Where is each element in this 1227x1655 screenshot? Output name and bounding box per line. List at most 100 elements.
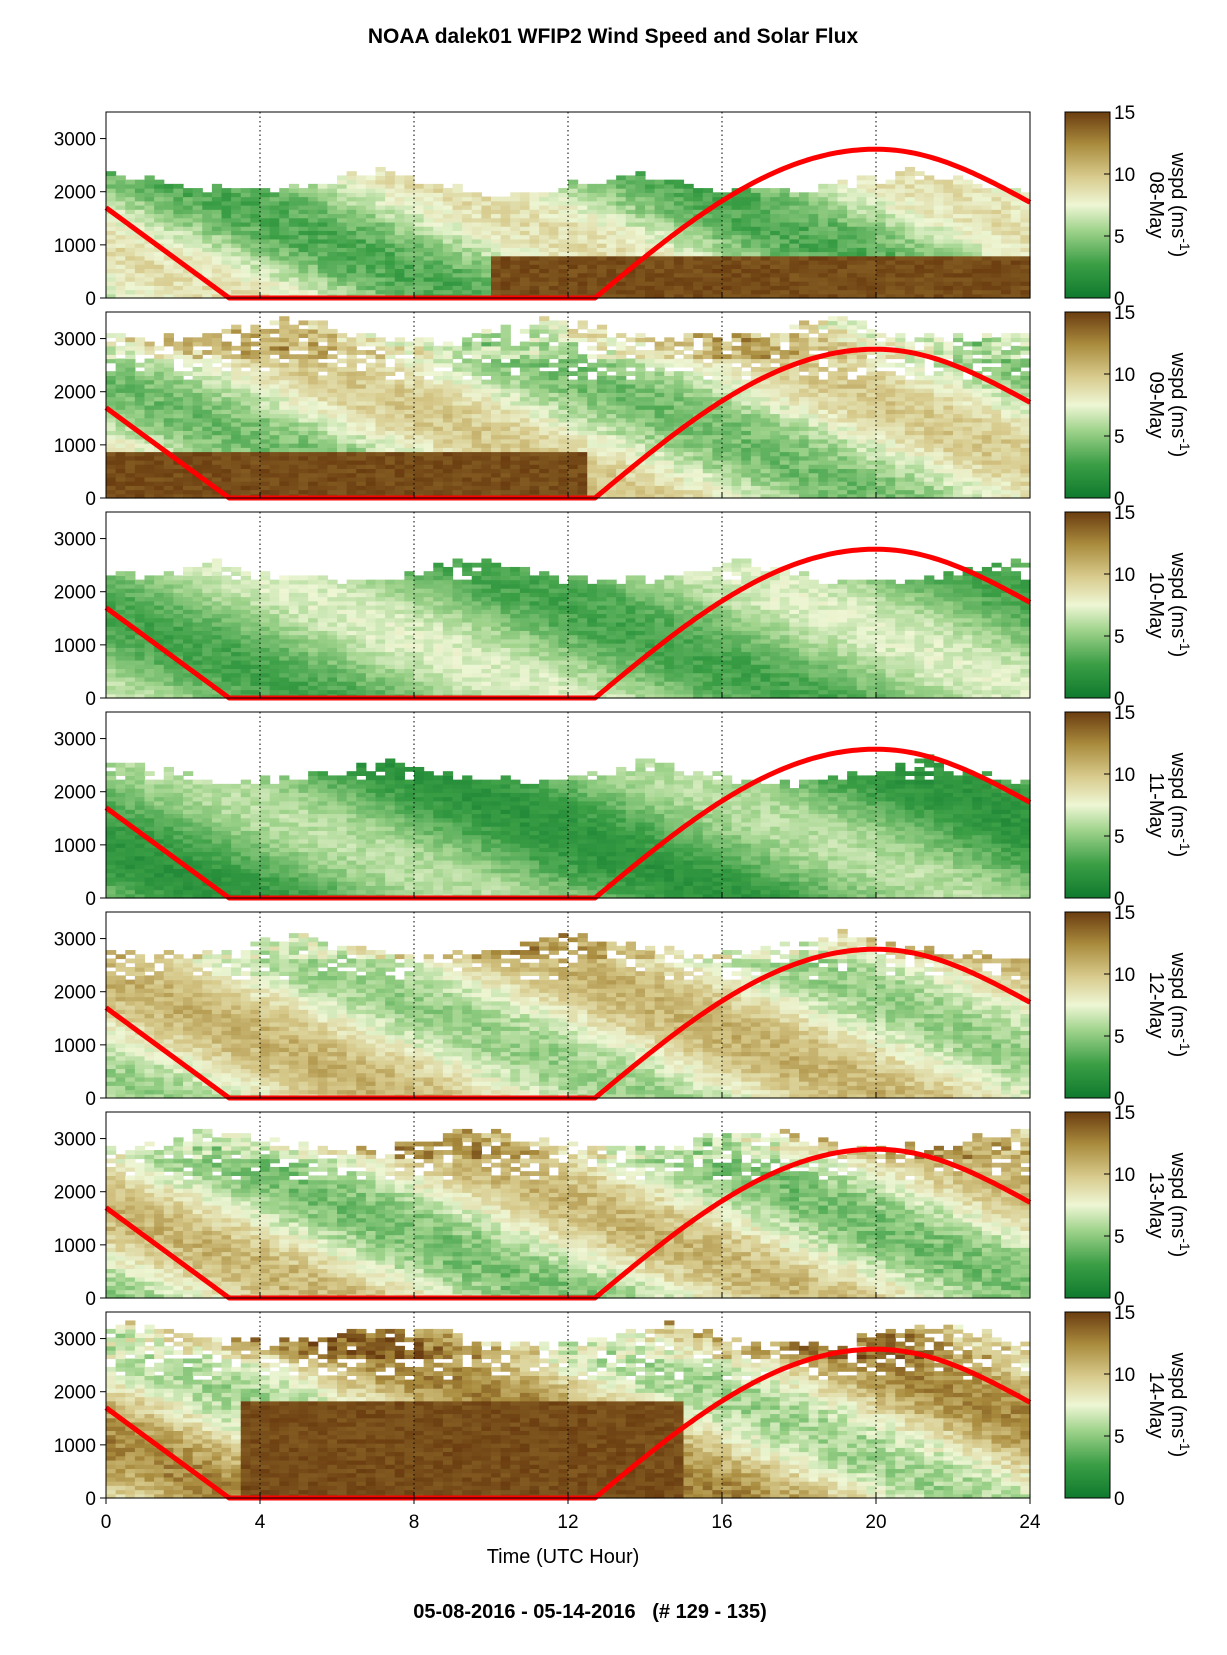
heatmap-cell — [827, 247, 839, 253]
heatmap-cell — [683, 213, 694, 219]
heatmap-cell — [558, 421, 569, 427]
heatmap-cell — [606, 350, 617, 355]
heatmap-cell — [183, 230, 194, 236]
heatmap-cell — [365, 366, 377, 372]
heatmap-cell — [760, 196, 771, 202]
heatmap-cell — [539, 455, 550, 461]
heatmap-cell — [847, 221, 858, 227]
heatmap-cell — [933, 243, 944, 248]
heatmap-cell — [260, 350, 271, 355]
heatmap-cell — [1001, 259, 1012, 265]
heatmap-cell — [202, 371, 213, 377]
heatmap-cell — [750, 293, 762, 299]
heatmap-cell — [1001, 293, 1012, 299]
heatmap-cell — [240, 192, 251, 198]
heatmap-cell — [972, 192, 983, 198]
heatmap-cell — [231, 366, 242, 372]
heatmap-cell — [654, 200, 665, 206]
heatmap-cell — [491, 272, 502, 278]
heatmap-cell — [519, 289, 531, 295]
heatmap-cell — [337, 350, 348, 355]
heatmap-cell — [356, 272, 367, 278]
heatmap-cell — [847, 205, 858, 210]
heatmap-cell — [240, 213, 251, 219]
heatmap-cell — [471, 213, 482, 219]
heatmap-cell — [500, 337, 511, 343]
heatmap-cell — [125, 375, 136, 381]
heatmap-cell — [375, 434, 386, 440]
heatmap-cell — [856, 230, 867, 236]
heatmap-cell — [962, 213, 973, 219]
heatmap-cell — [414, 451, 425, 457]
heatmap-cell — [115, 472, 126, 478]
heatmap-cell — [356, 434, 367, 440]
heatmap-cell — [645, 205, 656, 210]
heatmap-cell — [144, 405, 155, 410]
heatmap-cell — [202, 230, 213, 236]
heatmap-cell — [240, 289, 251, 295]
heatmap-cell — [144, 196, 155, 202]
heatmap-cell — [876, 192, 887, 198]
heatmap-cell — [173, 221, 184, 227]
heatmap-cell — [654, 476, 665, 482]
heatmap-cell — [279, 405, 290, 410]
heatmap-cell — [211, 200, 223, 206]
heatmap-cell — [279, 285, 290, 291]
heatmap-cell — [1001, 213, 1012, 219]
heatmap-cell — [115, 405, 126, 410]
heatmap-cell — [221, 188, 232, 193]
heatmap-cell — [625, 362, 636, 368]
heatmap-cell — [924, 183, 935, 189]
heatmap-cell — [1001, 234, 1012, 240]
heatmap-cell — [385, 476, 396, 482]
heatmap-cell — [596, 417, 608, 423]
heatmap-cell — [394, 285, 405, 291]
heatmap-cell — [741, 251, 752, 257]
heatmap-cell — [173, 285, 184, 291]
heatmap-cell — [308, 183, 319, 189]
heatmap-cell — [712, 447, 723, 453]
heatmap-cell — [491, 247, 502, 253]
heatmap-cell — [240, 489, 251, 495]
heatmap-cell — [442, 362, 454, 368]
heatmap-cell — [279, 421, 290, 427]
heatmap-cell — [702, 443, 713, 448]
heatmap-cell — [125, 281, 136, 286]
heatmap-cell — [394, 383, 405, 389]
heatmap-cell — [211, 455, 223, 461]
heatmap-cell — [462, 255, 473, 261]
heatmap-cell — [779, 196, 790, 202]
heatmap-cell — [645, 281, 656, 286]
heatmap-cell — [317, 281, 328, 286]
heatmap-cell — [115, 337, 126, 343]
heatmap-cell — [491, 455, 502, 461]
heatmap-cell — [414, 476, 425, 482]
heatmap-cell — [394, 209, 405, 215]
heatmap-cell — [654, 345, 665, 351]
heatmap-cell — [231, 345, 242, 351]
heatmap-cell — [654, 493, 665, 499]
heatmap-cell — [394, 400, 405, 406]
heatmap-cell — [327, 226, 338, 231]
heatmap-cell — [452, 259, 463, 265]
heatmap-cell — [298, 213, 309, 219]
heatmap-cell — [625, 213, 636, 219]
heatmap-cell — [827, 289, 839, 295]
heatmap-cell — [231, 485, 242, 491]
heatmap-cell — [673, 413, 685, 419]
heatmap-cell — [548, 333, 559, 338]
heatmap-cell — [298, 362, 309, 368]
heatmap-cell — [231, 213, 242, 219]
heatmap-cell — [616, 213, 627, 219]
heatmap-cell — [125, 272, 136, 278]
heatmap-cell — [337, 238, 348, 244]
heatmap-cell — [481, 426, 492, 431]
heatmap-cell — [298, 238, 309, 244]
heatmap-cell — [442, 426, 454, 431]
heatmap-cell — [173, 396, 184, 402]
heatmap-cell — [288, 379, 300, 385]
heatmap-cell — [635, 226, 646, 231]
heatmap-cell — [298, 320, 309, 326]
heatmap-cell — [115, 188, 126, 193]
heatmap-cell — [346, 464, 357, 470]
